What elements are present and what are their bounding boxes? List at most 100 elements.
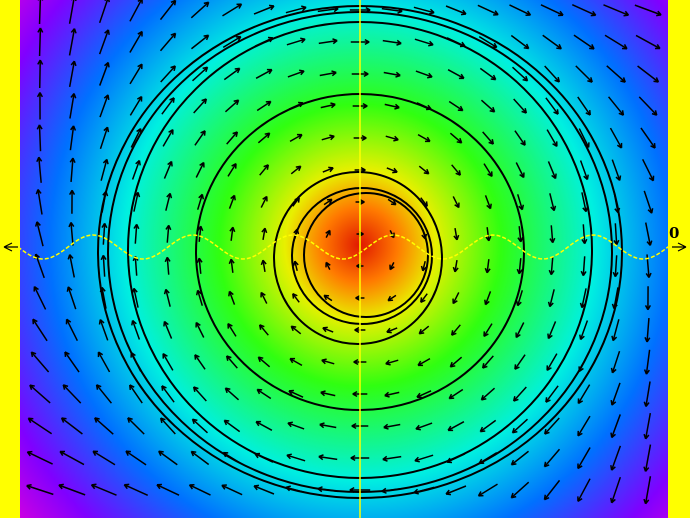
arrow [288, 389, 304, 398]
arrow [449, 132, 463, 144]
arrow [450, 324, 461, 336]
arrow [387, 198, 397, 206]
arrow [452, 260, 459, 273]
arrow [36, 156, 43, 183]
arrow [417, 357, 431, 367]
arrow [514, 130, 526, 146]
arrow [637, 65, 660, 83]
arrow [257, 132, 271, 144]
arrow [580, 256, 587, 277]
arrow [26, 483, 54, 496]
arrow [382, 455, 402, 462]
arrow [64, 351, 80, 373]
arrow [224, 387, 240, 401]
arrow [260, 195, 268, 208]
arrow [226, 131, 239, 145]
arrow [65, 318, 79, 342]
arrow [256, 100, 272, 112]
arrow [30, 351, 50, 373]
arrow [515, 162, 525, 179]
arrow [286, 37, 306, 46]
arrow [546, 129, 558, 147]
arrow [643, 349, 651, 375]
arrow [545, 385, 559, 403]
arrow [223, 67, 241, 81]
arrow [69, 93, 77, 119]
arrow [228, 258, 235, 273]
arrow [449, 356, 463, 368]
arrow [573, 34, 595, 50]
arrow [577, 447, 591, 470]
arrow [546, 353, 558, 371]
arrow [285, 5, 307, 14]
arrow [571, 4, 597, 17]
arrow [29, 384, 51, 404]
arrow [514, 354, 526, 370]
arrow [386, 167, 398, 174]
arrow [383, 71, 401, 78]
arrow [512, 386, 527, 402]
arrow [129, 95, 143, 116]
arrow [260, 291, 268, 304]
arrow [292, 292, 300, 303]
arrow [611, 319, 620, 342]
arrow [58, 483, 86, 496]
arrow [99, 61, 110, 86]
arrow [164, 256, 171, 275]
arrow [222, 35, 242, 49]
arrow [196, 193, 205, 210]
arrow [643, 381, 651, 407]
arrow [133, 223, 140, 244]
arrow [420, 260, 427, 272]
arrow [190, 1, 210, 19]
arrow [515, 322, 525, 339]
arrow [37, 59, 44, 88]
arrow [547, 161, 557, 180]
arrow [543, 417, 560, 435]
arrow [69, 157, 76, 182]
arrow [482, 131, 495, 145]
arrow [479, 419, 497, 433]
arrow [289, 357, 303, 367]
arrow [610, 476, 622, 504]
arrow [385, 135, 399, 142]
arrow [161, 385, 175, 403]
arrow [448, 100, 464, 112]
arrow [577, 478, 591, 502]
arrow [549, 193, 557, 212]
arrow [125, 450, 147, 466]
arrow [387, 294, 397, 302]
arrow [540, 4, 564, 17]
arrow [610, 414, 621, 439]
arrow [260, 259, 267, 272]
arrow [634, 4, 662, 17]
axis-label: 0 [669, 224, 679, 242]
arrow [389, 262, 395, 271]
arrow [67, 254, 76, 278]
arrow [123, 483, 149, 496]
arrow [547, 289, 555, 308]
arrow [321, 134, 335, 141]
arrow [195, 161, 205, 178]
arrow [290, 325, 302, 335]
arrow [549, 225, 556, 244]
arrow [191, 418, 209, 434]
arrow [610, 445, 622, 471]
arrow [256, 388, 272, 400]
arrow [163, 160, 173, 179]
arrow [165, 192, 173, 211]
arrow [447, 421, 465, 432]
arrow [606, 65, 626, 83]
arrow [417, 133, 431, 143]
arrow [445, 485, 467, 496]
arrow [451, 164, 462, 176]
arrow [32, 318, 48, 342]
arrow [129, 0, 143, 22]
arrow [95, 384, 113, 404]
arrow [509, 4, 532, 17]
arrow [292, 260, 299, 272]
arrow [229, 226, 236, 241]
arrow [418, 325, 430, 335]
arrow [611, 159, 622, 181]
arrow [510, 450, 530, 466]
